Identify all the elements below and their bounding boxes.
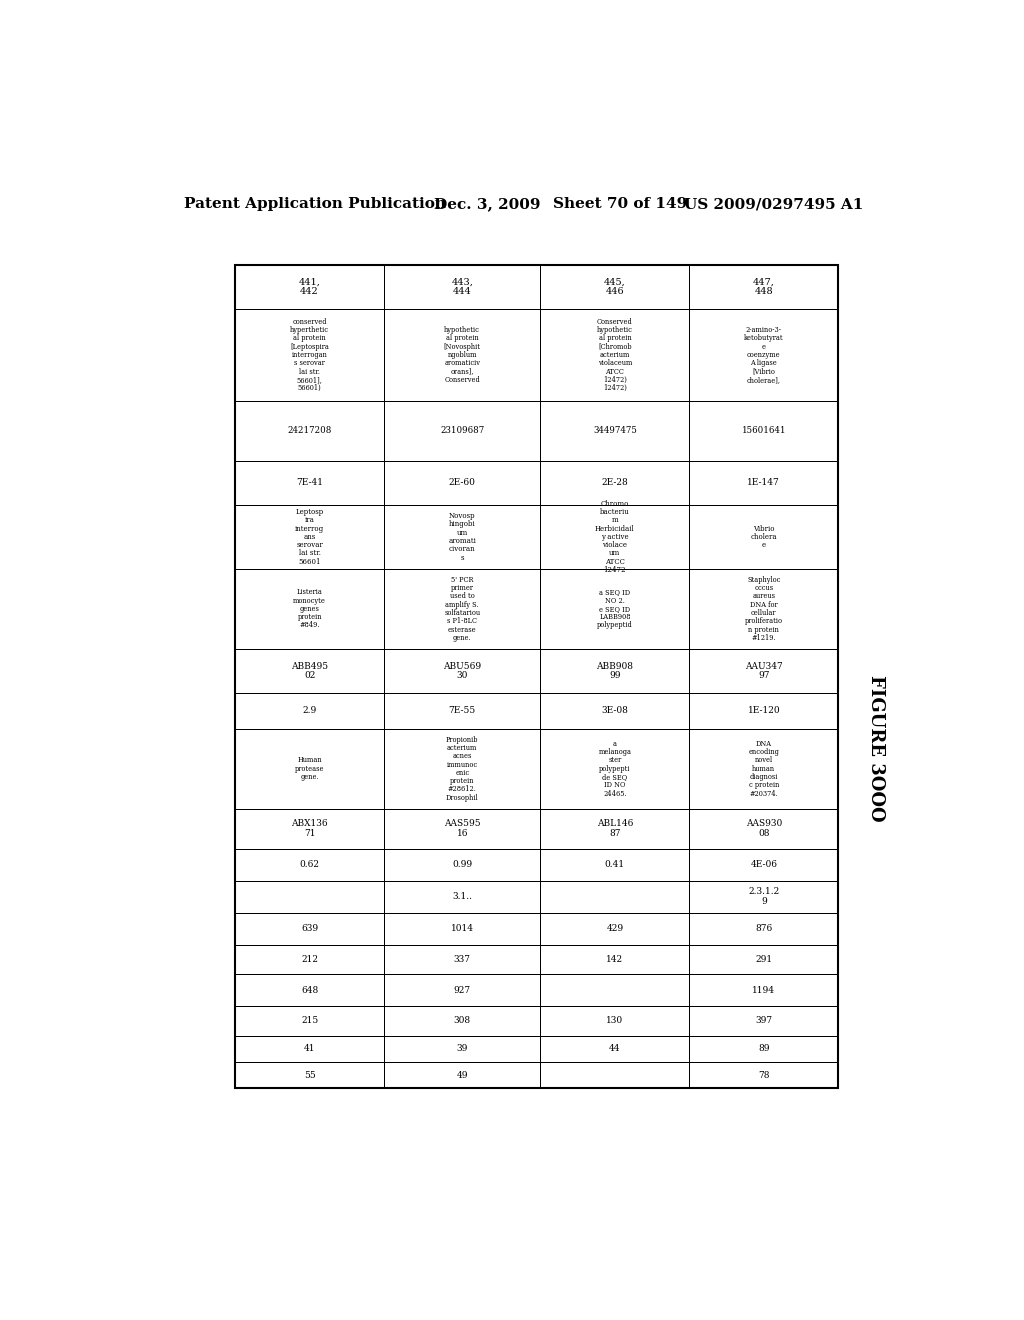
Bar	[236, 1006, 384, 1036]
Bar	[384, 912, 541, 945]
Text: 1E-120: 1E-120	[748, 706, 780, 715]
Bar	[236, 569, 384, 649]
Bar	[236, 506, 384, 569]
Bar	[689, 401, 839, 461]
Bar	[236, 974, 384, 1006]
Bar	[384, 693, 541, 729]
Text: 1014: 1014	[451, 924, 474, 933]
Text: FIGURE 3OOO: FIGURE 3OOO	[866, 675, 885, 821]
Text: DNA
encoding
novel
human
diagnosi
c protein
#20374.: DNA encoding novel human diagnosi c prot…	[749, 739, 779, 797]
Text: 41: 41	[304, 1044, 315, 1053]
Bar	[384, 401, 541, 461]
Bar	[236, 309, 384, 401]
Text: 78: 78	[758, 1071, 770, 1080]
Text: Novosp
hingobi
um
aromati
civoran
s: Novosp hingobi um aromati civoran s	[449, 512, 476, 561]
Bar	[541, 849, 689, 880]
Text: AAS595
16: AAS595 16	[444, 820, 480, 838]
Text: 0.62: 0.62	[300, 861, 319, 869]
Text: 443,
444: 443, 444	[452, 279, 473, 296]
Text: AAS930
08: AAS930 08	[745, 820, 782, 838]
Bar	[384, 1063, 541, 1089]
Bar	[541, 309, 689, 401]
Text: Staphyloc
occus
aureus
DNA for
cellular
proliferatio
n protein
#1219.: Staphyloc occus aureus DNA for cellular …	[744, 576, 782, 642]
Text: 927: 927	[454, 986, 471, 994]
Bar	[384, 309, 541, 401]
Text: 291: 291	[756, 954, 772, 964]
Text: Listeria
monocyte
genes
protein
#849.: Listeria monocyte genes protein #849.	[293, 589, 326, 630]
Text: 49: 49	[457, 1071, 468, 1080]
Text: 89: 89	[758, 1044, 770, 1053]
Text: Leptosp
ira
interrog
ans
serovar
lai str.
56601: Leptosp ira interrog ans serovar lai str…	[295, 508, 325, 566]
Bar	[541, 506, 689, 569]
Bar	[541, 974, 689, 1006]
Text: 648: 648	[301, 986, 318, 994]
Bar	[689, 880, 839, 912]
Text: 0.41: 0.41	[605, 861, 625, 869]
Bar	[236, 729, 384, 809]
Bar	[236, 880, 384, 912]
Bar	[541, 945, 689, 974]
Text: 34497475: 34497475	[593, 426, 637, 436]
Bar	[384, 569, 541, 649]
Bar	[384, 880, 541, 912]
Bar	[689, 729, 839, 809]
Bar	[236, 809, 384, 849]
Bar	[384, 506, 541, 569]
Text: 2.9: 2.9	[302, 706, 316, 715]
Bar	[236, 849, 384, 880]
Bar	[384, 461, 541, 506]
Text: Sheet 70 of 149: Sheet 70 of 149	[553, 197, 687, 211]
Bar	[236, 693, 384, 729]
Text: 5' PCR
primer
used to
amplify S.
solfatariou
s P1-8LC
esterase
gene.: 5' PCR primer used to amplify S. solfata…	[444, 576, 480, 642]
Text: Dec. 3, 2009: Dec. 3, 2009	[433, 197, 540, 211]
Text: 0.99: 0.99	[453, 861, 472, 869]
Text: 7E-55: 7E-55	[449, 706, 476, 715]
Bar	[541, 729, 689, 809]
Bar	[541, 880, 689, 912]
Text: 23109687: 23109687	[440, 426, 484, 436]
Text: 3E-08: 3E-08	[601, 706, 629, 715]
Text: 2-amino-3-
ketobutyrat
e
coenzyme
A ligase
[Vibrio
cholerae],: 2-amino-3- ketobutyrat e coenzyme A liga…	[744, 326, 783, 384]
Bar	[541, 401, 689, 461]
Text: 3.1..: 3.1..	[453, 892, 472, 902]
Text: AAU347
97: AAU347 97	[744, 661, 782, 680]
Text: 397: 397	[756, 1016, 772, 1026]
Bar	[541, 912, 689, 945]
Bar	[384, 849, 541, 880]
Bar	[689, 461, 839, 506]
Text: 429: 429	[606, 924, 624, 933]
Bar	[541, 1063, 689, 1089]
Text: 44: 44	[609, 1044, 621, 1053]
Text: 4E-06: 4E-06	[751, 861, 777, 869]
Text: ABX136
71: ABX136 71	[291, 820, 328, 838]
Text: US 2009/0297495 A1: US 2009/0297495 A1	[684, 197, 863, 211]
Text: 7E-41: 7E-41	[296, 478, 324, 487]
Bar	[689, 912, 839, 945]
Bar	[236, 945, 384, 974]
Text: 308: 308	[454, 1016, 471, 1026]
Bar	[384, 729, 541, 809]
Bar	[384, 945, 541, 974]
Text: Conserved
hypothetic
al protein
[Chromob
acterium
violaceum
ATCC
12472)
12472): Conserved hypothetic al protein [Chromob…	[597, 318, 633, 392]
Text: Human
protease
gene.: Human protease gene.	[295, 756, 325, 781]
Text: 447,
448: 447, 448	[753, 279, 775, 296]
Text: ABL146
87: ABL146 87	[597, 820, 633, 838]
Bar	[541, 569, 689, 649]
Text: ABU569
30: ABU569 30	[443, 661, 481, 680]
Bar	[384, 809, 541, 849]
Bar	[541, 1006, 689, 1036]
Bar	[689, 974, 839, 1006]
Text: 2.3.1.2
9: 2.3.1.2 9	[749, 887, 779, 906]
Text: a
melanoga
ster
polypepti
de SEQ
ID NO
24465.: a melanoga ster polypepti de SEQ ID NO 2…	[598, 739, 632, 797]
Text: ABB495
02: ABB495 02	[291, 661, 328, 680]
Text: Patent Application Publication: Patent Application Publication	[183, 197, 445, 211]
Bar	[541, 265, 689, 309]
Bar	[541, 649, 689, 693]
Bar	[541, 693, 689, 729]
Bar	[689, 1006, 839, 1036]
Bar	[236, 265, 839, 1089]
Text: 639: 639	[301, 924, 318, 933]
Text: 2E-60: 2E-60	[449, 478, 476, 487]
Text: 55: 55	[304, 1071, 315, 1080]
Text: Chromo
bacteriu
m
Herbicidail
y active
violace
um
ATCC
12472: Chromo bacteriu m Herbicidail y active v…	[595, 500, 635, 574]
